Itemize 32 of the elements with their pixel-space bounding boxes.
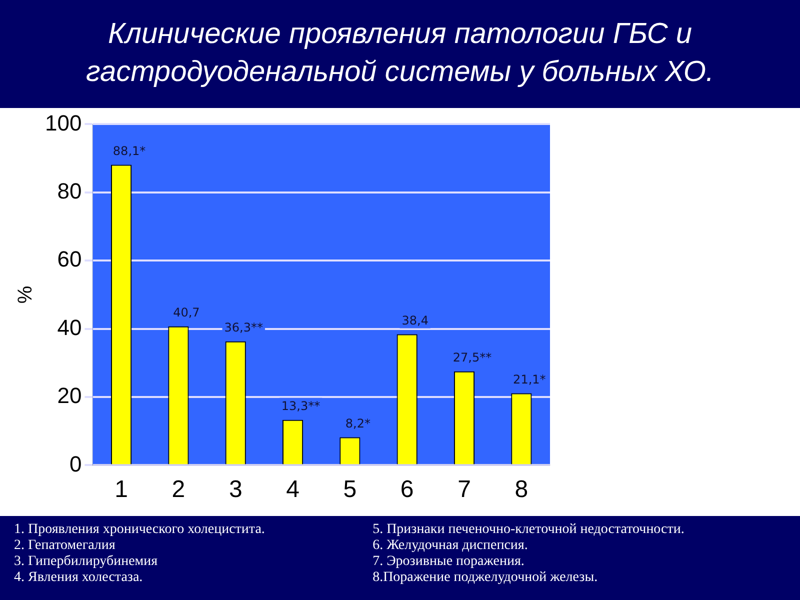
data-label: 36,3** — [224, 320, 263, 335]
text: 7. Эрозивные поражения. — [372, 554, 526, 570]
x-tick-label: 5 — [343, 476, 357, 504]
text: 8.Поражение поджелудочной железы. — [372, 570, 599, 586]
data-label: 27,5** — [452, 350, 492, 365]
text: 6. Желудочная диспепсия. — [372, 538, 529, 554]
data-label: 21,1* — [513, 372, 546, 386]
x-tick-label: 6 — [400, 476, 414, 504]
x-tick-label: 2 — [172, 476, 186, 504]
y-tick-label: 20 — [57, 383, 82, 408]
data-label: 8,2* — [345, 416, 370, 430]
y-tick-label: 40 — [57, 314, 82, 340]
text: 5. Признаки печеночно-клеточной недостаточности. — [372, 522, 686, 538]
text: 2. Гепатомегалия — [14, 538, 116, 554]
y-tick-label: 80 — [57, 178, 82, 204]
x-tick-label: 4 — [286, 476, 300, 504]
y-tick-label: 60 — [57, 246, 82, 272]
data-label: 13,3** — [281, 398, 320, 413]
data-label: 88,1* — [112, 144, 146, 158]
y-axis-title: % — [14, 286, 37, 304]
text: 1. Проявления хронического холецистита. — [14, 522, 266, 538]
data-label: 40,7 — [173, 306, 200, 320]
x-tick-label: 8 — [514, 476, 528, 504]
y-tick-label: 100 — [44, 110, 82, 136]
x-tick-label: 7 — [458, 476, 471, 504]
x-tick-label: 1 — [114, 476, 128, 504]
text: 3. Гипербилирубинемия — [14, 554, 159, 570]
text: 4. Явления холестаза. — [14, 570, 144, 586]
y-tick-label: 0 — [69, 451, 82, 476]
data-label: 38,4 — [402, 313, 428, 328]
x-tick-label: 3 — [228, 476, 242, 504]
chart-title: Клинические проявления патологии ГБС и гастродуоденальной системы у больных ХО. — [85, 17, 715, 90]
